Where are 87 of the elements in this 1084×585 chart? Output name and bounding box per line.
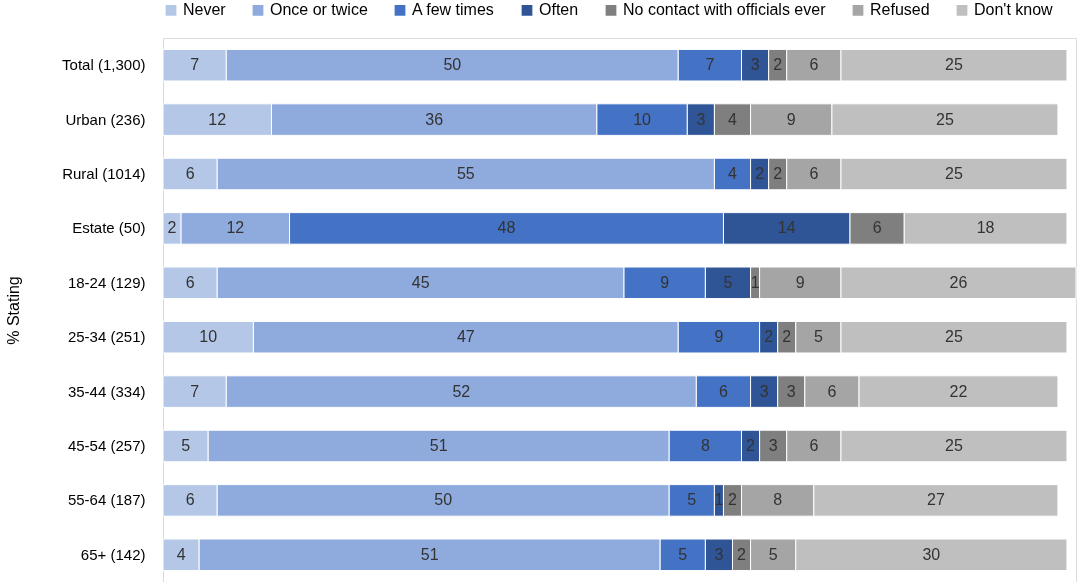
data-label: 2 <box>737 545 747 563</box>
data-label: 5 <box>687 491 697 509</box>
data-label: 14 <box>777 219 796 237</box>
data-label: 10 <box>633 110 652 128</box>
data-label: 2 <box>773 56 783 74</box>
data-label: 1 <box>714 491 724 509</box>
data-label: 2 <box>755 165 765 182</box>
data-label: 1 <box>750 273 760 291</box>
data-label: 36 <box>425 110 444 128</box>
y-tick-label: 35-44 (334) <box>67 382 146 400</box>
data-label: 22 <box>949 382 968 400</box>
data-label: 26 <box>949 273 968 291</box>
data-label: 6 <box>185 273 195 291</box>
data-label: 6 <box>809 56 819 74</box>
data-label: 8 <box>773 491 783 509</box>
data-label: 25 <box>945 437 963 454</box>
legend-label: Don't know <box>974 1 1054 19</box>
legend-label: A few times <box>412 1 494 19</box>
data-label: 10 <box>199 328 218 346</box>
data-label: 2 <box>167 219 177 237</box>
data-label: 5 <box>723 273 733 291</box>
data-label: 9 <box>660 273 670 291</box>
data-label: 9 <box>786 110 796 128</box>
data-label: 8 <box>700 437 710 454</box>
legend-label: Never <box>183 1 227 19</box>
data-label: 5 <box>768 545 778 563</box>
y-tick-label: 45-54 (257) <box>67 437 146 454</box>
data-label: 18 <box>976 219 995 237</box>
data-label: 6 <box>827 382 837 400</box>
data-label: 25 <box>936 110 954 128</box>
data-label: 50 <box>443 56 462 74</box>
legend-label: Once or twice <box>270 1 368 19</box>
y-tick-label: Estate (50) <box>72 219 146 237</box>
data-label: 3 <box>786 382 796 400</box>
data-label: 48 <box>497 219 516 237</box>
data-label: 2 <box>746 437 756 454</box>
data-label: 9 <box>795 273 805 291</box>
data-label: 50 <box>434 491 453 509</box>
data-label: 7 <box>190 56 200 74</box>
data-label: 3 <box>759 382 769 400</box>
legend-label: Refused <box>870 1 930 19</box>
data-label: 5 <box>678 545 688 563</box>
data-label: 5 <box>813 328 823 346</box>
data-label: 6 <box>185 491 195 509</box>
data-label: 6 <box>809 437 819 454</box>
data-label: 25 <box>945 165 963 182</box>
y-tick-label: 18-24 (129) <box>67 273 146 291</box>
data-label: 3 <box>768 437 778 454</box>
data-label: 6 <box>719 382 728 400</box>
data-label: 4 <box>728 110 738 128</box>
y-tick-label: Rural (1014) <box>62 165 146 182</box>
data-label: 3 <box>750 56 760 74</box>
data-label: 27 <box>926 491 945 509</box>
data-label: 2 <box>764 328 774 346</box>
data-label: 4 <box>728 165 738 182</box>
data-label: 3 <box>714 545 724 563</box>
data-label: 25 <box>945 56 963 74</box>
data-label: 6 <box>872 219 882 237</box>
data-label: 52 <box>452 382 471 400</box>
data-label: 2 <box>782 328 792 346</box>
data-label: 45 <box>411 273 430 291</box>
y-tick-label: 55-64 (187) <box>67 491 146 509</box>
data-label: 3 <box>696 110 706 128</box>
data-label: 5 <box>181 437 191 454</box>
y-tick-label: 25-34 (251) <box>67 328 146 346</box>
data-label: 55 <box>456 165 475 182</box>
y-tick-label: Urban (236) <box>65 110 146 128</box>
data-label: 25 <box>945 328 963 346</box>
data-label: 12 <box>208 110 227 128</box>
data-label: 12 <box>226 219 245 237</box>
legend-label: Often <box>539 1 579 19</box>
y-axis-title: % Stating <box>5 276 23 345</box>
data-label: 51 <box>429 437 448 454</box>
data-label: 4 <box>176 545 186 563</box>
y-tick-label: 65+ (142) <box>80 545 146 563</box>
data-label: 2 <box>728 491 738 509</box>
legend-label: No contact with officials ever <box>623 1 827 19</box>
data-label: 30 <box>922 545 941 563</box>
data-label: 7 <box>190 382 200 400</box>
y-tick-label: Total (1,300) <box>62 56 146 74</box>
data-label: 47 <box>456 328 475 346</box>
data-label: 9 <box>714 328 724 346</box>
data-label: 6 <box>185 165 195 182</box>
data-label: 51 <box>420 545 439 563</box>
data-label: 2 <box>773 165 783 182</box>
data-label: 6 <box>809 165 819 182</box>
data-label: 7 <box>705 56 715 74</box>
